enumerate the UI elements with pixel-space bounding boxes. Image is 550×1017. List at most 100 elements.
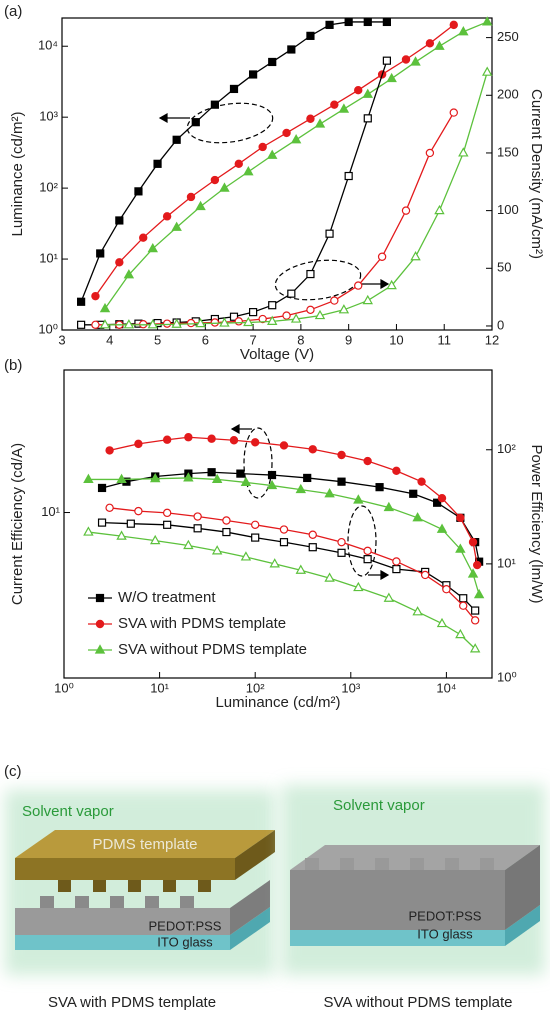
data-point: [314, 309, 326, 320]
y2-tick-label: 10¹: [497, 555, 516, 570]
data-point: [363, 17, 372, 27]
y2-axis-label: Current Density (mA/cm²): [528, 89, 545, 259]
data-point: [325, 229, 334, 238]
data-point: [468, 537, 478, 547]
data-point: [147, 242, 159, 253]
layer-label: PEDOT:PSS: [149, 918, 222, 933]
data-point: [115, 258, 124, 267]
data-point: [193, 512, 202, 521]
data-point: [153, 159, 162, 168]
data-point: [458, 26, 469, 36]
data-point: [425, 39, 435, 48]
x-tick-label: 10: [389, 332, 403, 347]
data-point: [83, 473, 94, 484]
data-point: [401, 55, 411, 64]
data-point: [83, 526, 94, 536]
data-point: [458, 147, 469, 157]
data-point: [268, 301, 277, 310]
data-point: [467, 568, 479, 578]
y2-tick-label: 50: [497, 260, 511, 275]
data-point: [162, 319, 172, 328]
data-point: [362, 294, 374, 305]
data-point: [207, 468, 216, 477]
data-point: [362, 88, 374, 98]
data-point: [459, 594, 468, 603]
y-tick-label: 10¹: [41, 504, 60, 519]
y2-tick-label: 250: [497, 29, 519, 44]
data-point: [139, 233, 148, 242]
data-point: [442, 584, 451, 594]
legend-label: SVA without PDMS template: [118, 641, 307, 658]
data-point: [229, 84, 239, 94]
data-point: [410, 251, 421, 261]
data-point: [392, 557, 401, 566]
data-point: [211, 473, 223, 484]
data-point: [282, 128, 291, 138]
data-point: [134, 439, 143, 449]
data-point: [481, 16, 493, 26]
panel-label: (c): [4, 763, 22, 780]
panel-label: (a): [4, 3, 22, 20]
data-point: [363, 546, 372, 556]
data-point: [344, 171, 353, 181]
data-point: [210, 175, 220, 185]
data-point: [295, 564, 307, 574]
data-point: [149, 472, 161, 483]
data-point: [249, 308, 258, 317]
data-point: [353, 494, 364, 504]
data-point: [295, 483, 307, 494]
data-point: [250, 520, 260, 530]
y2-tick-label: 200: [497, 87, 519, 102]
data-point: [314, 118, 326, 128]
substrate-label: ITO glass: [157, 934, 213, 949]
x-axis-label: Voltage (V): [240, 346, 314, 363]
data-point: [207, 434, 216, 443]
data-point: [115, 216, 124, 225]
y2-tick-label: 0: [497, 317, 504, 332]
data-point: [147, 319, 159, 329]
vapor-label: Solvent vapor: [333, 797, 425, 814]
y2-tick-label: 10²: [497, 441, 516, 456]
data-point: [243, 316, 254, 327]
data-point: [210, 100, 219, 109]
data-point: [123, 269, 135, 279]
series-line: [105, 72, 488, 326]
data-point: [436, 617, 448, 628]
data-point: [382, 17, 391, 27]
legend-marker: [95, 619, 105, 629]
data-point: [308, 445, 317, 454]
data-point: [97, 483, 107, 493]
data-point: [337, 537, 346, 547]
y-tick-label: 10⁰: [38, 321, 58, 336]
x-tick-label: 7: [249, 332, 256, 347]
data-point: [258, 142, 267, 152]
data-point: [243, 166, 254, 176]
x-axis-label: Luminance (cd/m²): [215, 694, 340, 711]
x-tick-label: 11: [437, 332, 451, 347]
series-line: [94, 24, 455, 297]
caption: SVA with PDMS template: [48, 994, 216, 1011]
legend-label: W/O treatment: [118, 589, 216, 606]
x-tick-label: 10⁰: [54, 680, 74, 695]
data-point: [191, 118, 200, 127]
data-point: [116, 473, 127, 484]
data-point: [449, 108, 458, 117]
data-point: [383, 592, 395, 602]
x-tick-label: 10³: [341, 680, 360, 695]
y-axis-label: Luminance (cd/m²): [9, 111, 26, 236]
data-point: [456, 513, 465, 523]
y-tick-label: 10¹: [39, 250, 58, 265]
plot-frame: [63, 369, 493, 679]
data-point: [410, 56, 421, 66]
data-point: [186, 318, 196, 328]
x-tick-label: 5: [154, 332, 161, 347]
data-point: [436, 523, 448, 533]
data-point: [266, 479, 278, 490]
data-point: [412, 606, 423, 616]
data-point: [105, 503, 114, 513]
data-point: [96, 249, 105, 258]
data-point: [290, 313, 302, 323]
plot-frame: [61, 17, 493, 331]
data-point: [287, 289, 296, 298]
data-point: [279, 441, 289, 450]
